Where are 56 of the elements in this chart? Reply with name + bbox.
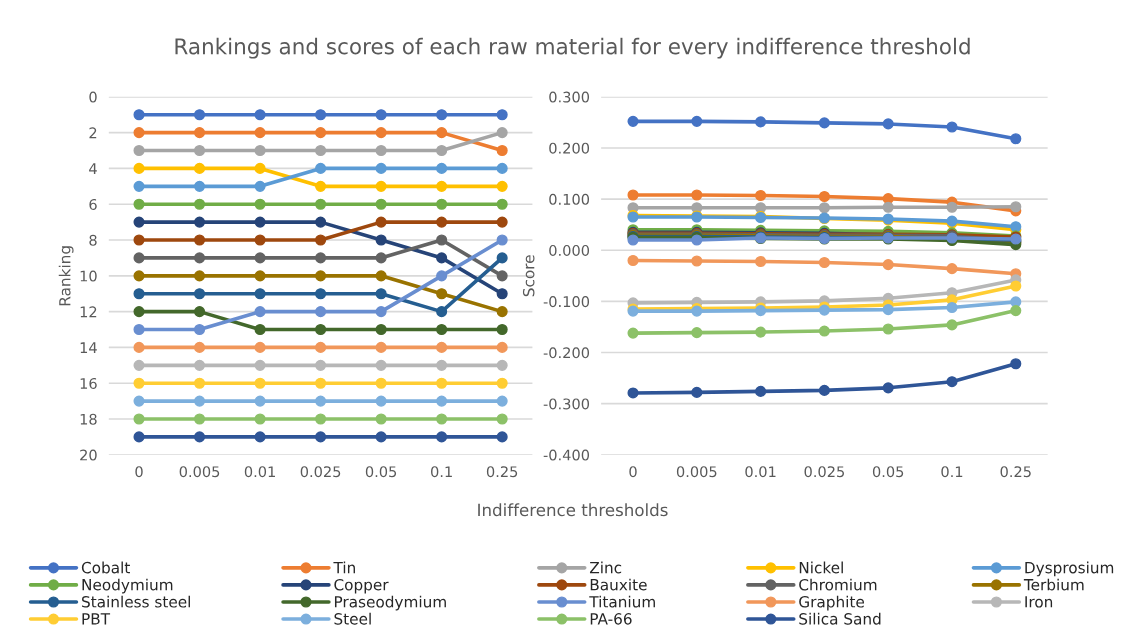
x-tick-label: 0.25 [486,466,518,478]
y-tick-label: -0.100 [543,296,590,308]
legend-label: Cobalt [81,561,130,574]
legend-label: Tin [333,561,355,574]
y-tick-label: 0.200 [549,142,590,154]
y-tick-label: 0.300 [549,91,590,103]
y-tick-label: 8 [89,234,97,246]
y-tick-label: 20 [80,449,97,461]
legend-label: Iron [1025,596,1053,608]
x-tick-label: 0.1 [431,466,452,478]
x-tick-label: 0.005 [676,466,717,478]
x-axis-title: Indifference thresholds [478,503,668,517]
legend-label: Stainless steel [82,595,190,608]
legend-label: Steel [334,612,371,625]
legend-label: Praseodymium [334,595,446,611]
y-axis-title: Ranking [58,246,74,306]
legend-label: Dysprosium [1025,561,1114,577]
x-tick-label: 0.01 [244,466,275,478]
x-tick-label: 0 [629,466,637,478]
x-tick-label: 0.25 [1000,466,1031,478]
y-tick-label: 0.100 [549,193,590,205]
y-tick-label: 2 [89,127,97,139]
x-tick-label: 0.005 [179,466,220,478]
legend-label: Silica Sand [799,612,881,625]
x-tick-label: 0.05 [365,466,397,478]
y-tick-label: 0 [89,91,97,103]
y-axis-title: Score [522,255,535,297]
y-tick-label: -0.400 [543,449,590,461]
y-tick-label: -0.300 [543,398,590,410]
x-tick-label: 0.025 [804,466,844,478]
x-tick-label: 0 [135,466,143,478]
legend-label: Neodymium [82,578,173,594]
legend-label: Titanium [589,595,655,608]
y-tick-label: -0.200 [543,347,590,359]
x-tick-label: 0.1 [941,466,963,478]
legend-label: PBT [82,613,111,625]
x-tick-label: 0.025 [300,466,341,478]
legend-label: Bauxite [590,578,647,591]
legend-label: Graphite [799,595,864,611]
chart-title: Rankings and scores of each raw material for every indifference threshold [175,37,970,59]
y-tick-label: 4 [89,163,97,174]
y-tick-label: 12 [80,306,97,318]
y-tick-label: 18 [80,413,97,425]
legend-label: Terbium [1023,578,1084,591]
y-tick-label: 14 [80,342,97,353]
y-tick-label: 16 [80,377,97,389]
legend-label: Copper [334,578,389,594]
legend-label: Chromium [799,578,877,591]
x-tick-label: 0.05 [872,466,904,478]
y-tick-label: 10 [80,270,97,282]
legend-label: Zinc [589,561,622,574]
y-tick-label: 6 [89,198,97,210]
legend-label: PA-66 [590,613,632,625]
y-tick-label: 0.000 [549,244,590,256]
legend-label: Nickel [799,561,843,574]
x-tick-label: 0.01 [745,466,776,478]
